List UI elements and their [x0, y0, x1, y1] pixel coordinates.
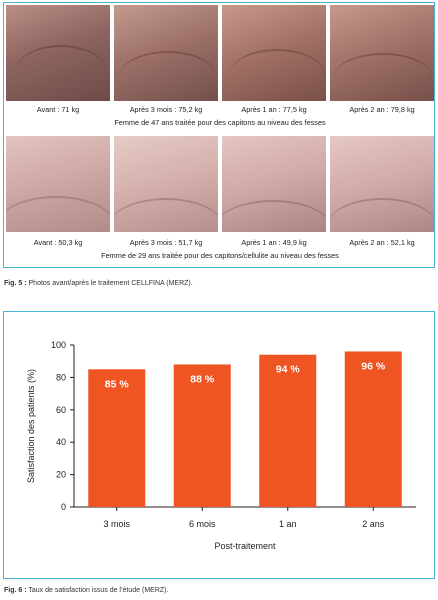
caption-row1-3-months: Après 3 mois : 75,2 kg: [129, 105, 203, 114]
photo-row2-3-months: [114, 136, 218, 232]
bar-0: [88, 369, 146, 507]
y-tick-label: 40: [56, 437, 66, 447]
bar-value-label: 96 %: [361, 360, 386, 372]
description-row2: Femme de 29 ans traitée pour des capiton…: [101, 251, 339, 260]
bar-2: [259, 354, 317, 507]
photo-row1-3-months: [114, 5, 218, 101]
x-tick-label: 2 ans: [362, 519, 385, 529]
figure-5-panel: Avant : 71 kg Après 3 mois : 75,2 kg Apr…: [3, 2, 435, 268]
caption-row1-2-years: Après 2 an : 79,8 kg: [349, 105, 415, 114]
photo-row2-1-year: [222, 136, 326, 232]
caption-row2-1-year: Après 1 an : 49,9 kg: [241, 238, 307, 247]
bars: 85 % 88 % 94 % 96 %: [88, 351, 402, 507]
caption-row1-before: Avant : 71 kg: [36, 105, 80, 114]
figure-6-panel: 0 20 40 60 80 100 3 mois 6 mois 1 an 2 ans 85 % 8…: [3, 311, 435, 579]
x-axis: 3 mois 6 mois 1 an 2 ans: [74, 506, 416, 529]
bar-value-label: 85 %: [105, 378, 130, 390]
figure-6-label: Fig. 6 :: [4, 587, 27, 594]
y-tick-label: 100: [51, 340, 66, 350]
y-tick-label: 80: [56, 372, 66, 382]
figure-6-caption: Fig. 6 : Taux de satisfaction issus de l…: [4, 587, 168, 594]
photo-row1-2-years: [330, 5, 434, 101]
y-tick-label: 0: [61, 502, 66, 512]
x-axis-label: Post-traitement: [214, 541, 276, 551]
bar-3: [344, 351, 402, 507]
photo-row1-before: [6, 5, 110, 101]
x-tick-label: 6 mois: [189, 519, 216, 529]
bar-value-label: 94 %: [276, 364, 301, 376]
photo-row2-before: [6, 136, 110, 232]
y-tick-label: 60: [56, 405, 66, 415]
figure-6-text: Taux de satisfaction issus de l’étude (M…: [26, 587, 169, 594]
x-tick-label: 1 an: [279, 519, 297, 529]
caption-row2-before: Avant : 50,3 kg: [33, 238, 83, 247]
bar-value-label: 88 %: [190, 373, 215, 385]
figure-5-label: Fig. 5 :: [4, 280, 27, 287]
figure-5-text: Photos avant/après le traitement CELLFIN…: [26, 280, 193, 287]
caption-row2-2-years: Après 2 an : 52,1 kg: [349, 238, 415, 247]
photo-row1-1-year: [222, 5, 326, 101]
figure-5-caption: Fig. 5 : Photos avant/après le traitemen…: [4, 280, 193, 287]
bar-1: [173, 364, 231, 507]
x-tick-label: 3 mois: [103, 519, 130, 529]
description-row1: Femme de 47 ans traitée pour des capiton…: [114, 118, 326, 127]
caption-row1-1-year: Après 1 an : 77,5 kg: [241, 105, 307, 114]
photo-row2-2-years: [330, 136, 434, 232]
y-axis: 0 20 40 60 80 100: [51, 340, 75, 512]
y-axis-label: Satisfaction des patients (%): [26, 369, 36, 483]
caption-row2-3-months: Après 3 mois : 51,7 kg: [129, 238, 203, 247]
y-tick-label: 20: [56, 470, 66, 480]
